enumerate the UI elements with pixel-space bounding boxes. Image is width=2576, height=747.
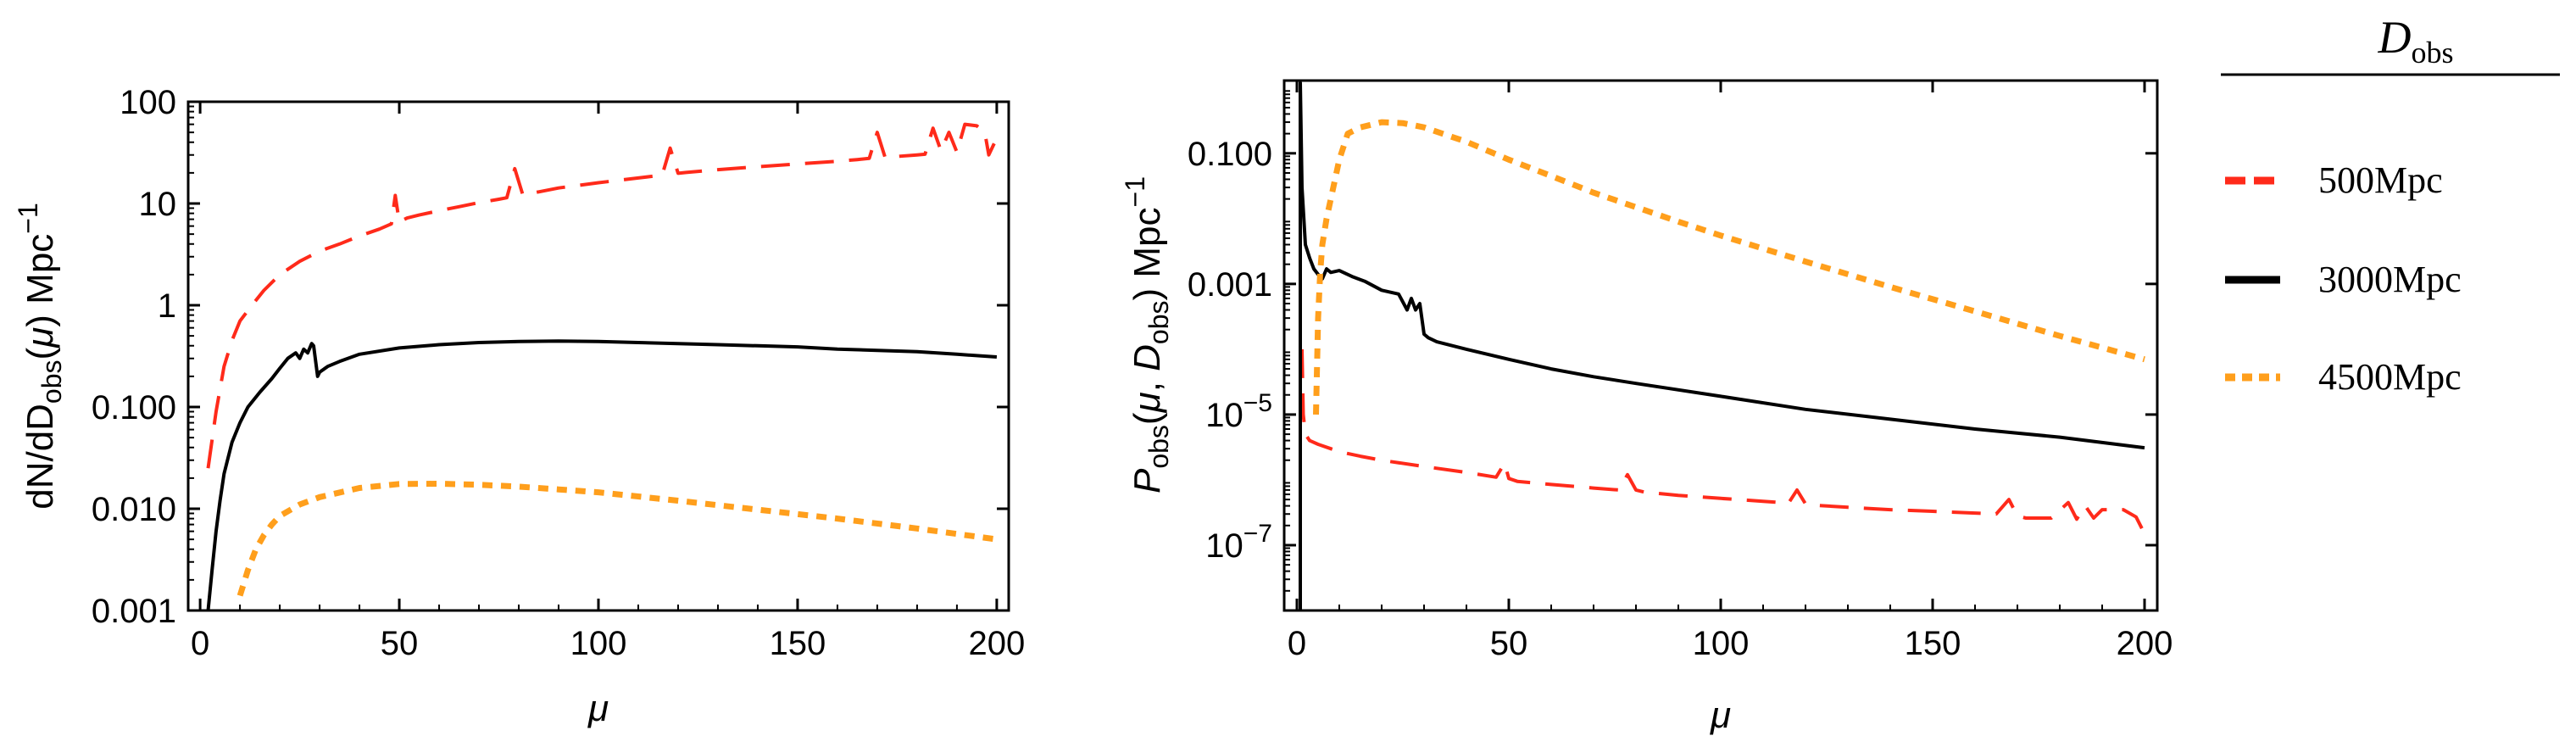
left-chart-series-500mpc [206, 122, 999, 469]
left-chart-xlabel: μ [587, 688, 609, 729]
left-chart-xtick-label: 200 [969, 625, 1026, 662]
left-chart-ytick-label: 0.001 [92, 593, 176, 630]
right-chart-xlabel: μ [1710, 694, 1731, 736]
right-chart-ticks: 0 50 100 150 200 10−7 10−5 0.001 0.100 [1188, 81, 2173, 662]
left-chart-xtick-label: 50 [381, 625, 419, 662]
legend-label-4500mpc: 4500Mpc [2318, 356, 2462, 398]
left-chart-series-layer [206, 122, 999, 610]
left-chart: 0 50 100 150 200 0.001 0.010 0.100 1 10 100 μ dN/d… [13, 84, 1025, 729]
left-chart-ytick-label: 0.010 [92, 491, 176, 528]
right-chart-ytick-label: 10−5 [1205, 389, 1272, 434]
left-chart-ylabel: dN/dDobs(μ) Mpc−1 [13, 203, 67, 510]
left-chart-xtick-label: 150 [770, 625, 826, 662]
legend: Dobs 500Mpc 3000Mpc 4500Mpc [2221, 12, 2560, 398]
right-chart-series-layer [1299, 81, 2146, 610]
left-chart-xtick-label: 100 [570, 625, 627, 662]
left-chart-ticks: 0 50 100 150 200 0.001 0.010 0.100 1 10 100 [92, 84, 1025, 662]
legend-label-500mpc: 500Mpc [2318, 159, 2443, 201]
right-chart-series-3000mpc [1299, 81, 2145, 610]
left-chart-ytick-label: 1 [158, 287, 176, 325]
legend-entry-4500mpc: 4500Mpc [2225, 356, 2462, 398]
right-chart-ytick-label: 0.001 [1188, 266, 1272, 304]
right-chart-xtick-label: 0 [1288, 625, 1306, 662]
right-chart-xtick-label: 150 [1905, 625, 1961, 662]
right-chart-xtick-label: 50 [1490, 625, 1528, 662]
left-chart-series-3000mpc [206, 339, 998, 610]
right-chart-series-4500mpc [1313, 119, 2145, 415]
right-chart-plot-frame [1282, 79, 2159, 612]
right-chart-ytick-label: 10−7 [1205, 520, 1272, 565]
left-chart-xtick-label: 0 [191, 625, 209, 662]
right-chart-xtick-label: 100 [1693, 625, 1750, 662]
left-chart-plot-frame [186, 100, 1010, 612]
left-chart-ytick-label: 0.100 [92, 389, 176, 426]
right-chart-series-500mpc [1300, 348, 2146, 535]
right-chart-ytick-label: 0.100 [1188, 136, 1272, 173]
left-chart-ytick-label: 100 [120, 84, 176, 121]
right-chart-xtick-label: 200 [2117, 625, 2173, 662]
legend-title: Dobs [2377, 12, 2453, 70]
right-chart-ylabel: Pobs(μ, Dobs) Mpc−1 [1120, 176, 1174, 493]
left-chart-series-4500mpc [236, 481, 998, 597]
legend-entry-500mpc: 500Mpc [2225, 159, 2443, 201]
left-chart-ytick-label: 10 [139, 186, 177, 223]
right-chart: 0 50 100 150 200 10−7 10−5 0.001 0.100 μ Pobs(μ,… [1120, 79, 2173, 736]
legend-entry-3000mpc: 3000Mpc [2225, 259, 2462, 300]
legend-label-3000mpc: 3000Mpc [2318, 259, 2462, 300]
